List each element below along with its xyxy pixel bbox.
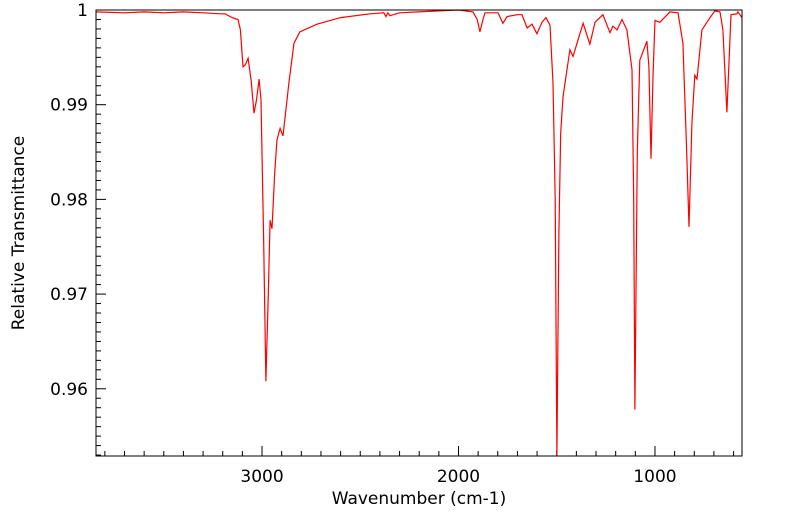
plot-frame [95, 9, 743, 457]
y-tick-label: 1 [77, 1, 88, 21]
x-axis-label: Wavenumber (cm-1) [332, 489, 507, 509]
y-tick-label: 0.99 [50, 96, 88, 116]
y-tick-labels: 0.96 0.97 0.98 0.99 1 [50, 1, 88, 400]
y-axis-label: Relative Transmittance [9, 136, 29, 331]
y-tick-label: 0.97 [50, 285, 88, 305]
x-tick-label: 3000 [240, 467, 283, 487]
spectrum-line [95, 9, 743, 457]
x-tick-labels: 3000 2000 1000 [240, 467, 676, 487]
x-tick-label: 1000 [633, 467, 676, 487]
axis-ticks [96, 9, 735, 456]
y-tick-label: 0.98 [50, 190, 88, 210]
x-tick-label: 2000 [437, 467, 480, 487]
y-tick-label: 0.96 [50, 380, 88, 400]
